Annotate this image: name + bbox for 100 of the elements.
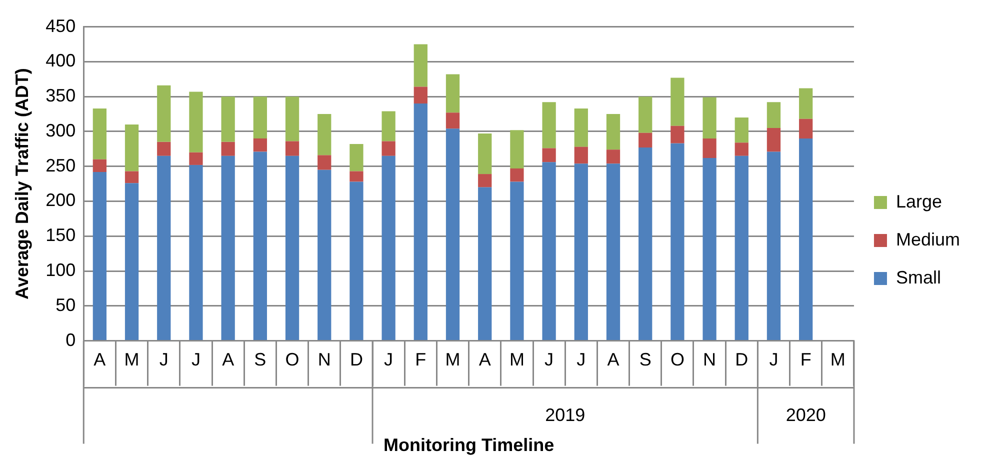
- y-tick-label: 400: [46, 50, 76, 71]
- bar: [253, 96, 267, 138]
- bar: [446, 128, 460, 340]
- x-tick-label: M: [509, 350, 524, 370]
- y-tick-label: 200: [46, 190, 76, 210]
- bar: [478, 134, 492, 174]
- bar: [766, 128, 781, 152]
- bar: [221, 96, 235, 142]
- bar: [92, 172, 106, 340]
- bar: [382, 156, 396, 340]
- bar: [734, 118, 748, 143]
- x-tick-label: J: [191, 350, 200, 370]
- bar: [702, 158, 716, 340]
- x-tick-label: J: [576, 350, 586, 370]
- x-tick-label: M: [124, 350, 140, 370]
- bar: [478, 174, 492, 188]
- y-tick-label: 0: [66, 330, 76, 350]
- bar: [350, 182, 364, 340]
- bar: [157, 85, 171, 142]
- bar: [92, 159, 106, 172]
- x-axis-title: Monitoring Timeline: [383, 435, 554, 456]
- bar: [318, 155, 332, 170]
- bar: [734, 156, 748, 340]
- bar: [382, 141, 396, 156]
- y-axis-title: Average Daily Traffic (ADT): [12, 68, 32, 300]
- x-tick-label: O: [285, 350, 300, 370]
- bar: [189, 164, 203, 340]
- x-tick-label: A: [94, 350, 106, 370]
- bar: [382, 111, 396, 142]
- bar: [414, 104, 428, 340]
- x-tick-label: S: [639, 350, 652, 370]
- bar: [574, 108, 588, 147]
- y-tick-label: 150: [46, 225, 76, 246]
- y-tick-label: 350: [46, 86, 76, 106]
- bar: [446, 74, 460, 113]
- x-tick-label: J: [159, 350, 168, 370]
- x-tick-label: F: [415, 350, 426, 370]
- bar: [638, 148, 652, 340]
- bar: [638, 132, 652, 148]
- bar: [574, 164, 588, 340]
- bar: [510, 130, 524, 168]
- bar: [157, 142, 171, 156]
- y-tick-label: 450: [46, 16, 76, 36]
- bar: [285, 141, 300, 156]
- bar: [670, 78, 684, 126]
- bar: [799, 88, 813, 119]
- bar: [124, 124, 139, 172]
- bar: [510, 168, 524, 182]
- bar: [799, 118, 813, 138]
- x-tick-label: A: [607, 350, 620, 370]
- y-tick-label: 50: [56, 294, 76, 315]
- text: 2019: [545, 404, 586, 425]
- legend-label: Small: [896, 267, 941, 288]
- x-tick-label: J: [769, 350, 778, 370]
- bar: [221, 142, 235, 156]
- bar: [189, 92, 203, 152]
- y-tick-label: 250: [46, 155, 76, 176]
- bar: [157, 156, 171, 340]
- x-tick-label: S: [254, 350, 266, 370]
- bar: [285, 156, 300, 340]
- bar: [478, 187, 492, 340]
- bar: [542, 148, 556, 162]
- x-tick-label: O: [670, 350, 684, 370]
- bar: [189, 152, 203, 165]
- bar: [606, 150, 620, 164]
- legend-label: Medium: [896, 229, 960, 250]
- x-tick-label: D: [350, 350, 363, 370]
- x-tick-label: N: [703, 350, 716, 370]
- bar: [702, 97, 716, 138]
- x-tick-label: A: [478, 350, 491, 370]
- bar: [606, 164, 620, 340]
- bar: [350, 144, 364, 172]
- bar: [766, 102, 781, 128]
- y-tick-label: 300: [46, 120, 76, 140]
- bar: [542, 162, 556, 340]
- bar: [318, 170, 332, 340]
- x-tick-label: J: [384, 350, 394, 370]
- bar: [124, 183, 139, 340]
- bar: [670, 143, 684, 340]
- bar: [799, 138, 813, 340]
- bar: [124, 171, 139, 184]
- x-tick-label: M: [830, 350, 846, 370]
- x-tick-label: D: [735, 350, 748, 370]
- bar: [253, 138, 267, 152]
- x-tick-label: F: [800, 350, 812, 370]
- bar: [606, 114, 620, 150]
- bar: [285, 96, 300, 142]
- bar: [253, 152, 267, 340]
- x-tick-label: M: [445, 350, 460, 370]
- bar: [221, 156, 235, 340]
- bar: [510, 182, 524, 340]
- bar: [670, 126, 684, 144]
- text: 2020: [786, 404, 826, 425]
- bar: [446, 112, 460, 129]
- bar: [638, 96, 652, 133]
- bar: [350, 171, 364, 182]
- bar: [92, 108, 106, 160]
- bar: [542, 102, 556, 148]
- bar: [318, 114, 332, 156]
- bar: [414, 86, 428, 104]
